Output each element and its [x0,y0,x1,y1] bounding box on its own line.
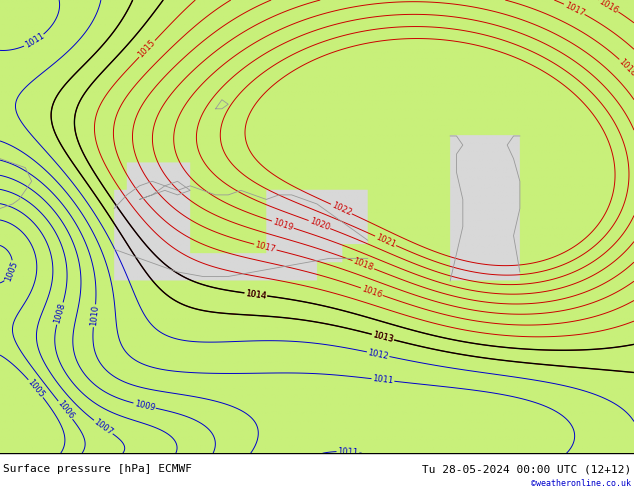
Text: 1007: 1007 [92,417,115,437]
Text: 1018: 1018 [352,257,375,272]
Text: 1016: 1016 [597,0,620,15]
Text: 1014: 1014 [245,289,267,300]
Text: 1020: 1020 [308,217,331,232]
Text: 1012: 1012 [367,348,389,361]
Text: 1017: 1017 [254,240,276,254]
Text: 1013: 1013 [372,330,394,344]
Text: 1011: 1011 [23,31,46,50]
Text: 1016: 1016 [360,284,384,299]
Text: 1019: 1019 [271,217,294,232]
Text: 1014: 1014 [245,289,267,300]
Text: 1021: 1021 [374,232,397,249]
Text: 1015: 1015 [136,38,157,60]
Text: 1010: 1010 [89,305,100,327]
Text: 1011: 1011 [337,446,359,457]
Text: 1006: 1006 [55,399,75,421]
Text: 1011: 1011 [372,374,394,386]
Text: 1005: 1005 [25,377,46,399]
Text: ©weatheronline.co.uk: ©weatheronline.co.uk [531,479,631,488]
Text: 1008: 1008 [53,302,67,325]
Text: 1013: 1013 [372,330,394,344]
Text: Tu 28-05-2024 00:00 UTC (12+12): Tu 28-05-2024 00:00 UTC (12+12) [422,465,631,474]
Text: 1018: 1018 [617,57,634,78]
Text: 1005: 1005 [3,260,19,283]
Text: 1022: 1022 [330,200,353,218]
Text: Surface pressure [hPa] ECMWF: Surface pressure [hPa] ECMWF [3,465,192,474]
Text: 1009: 1009 [133,399,156,413]
Text: 1017: 1017 [563,0,586,18]
